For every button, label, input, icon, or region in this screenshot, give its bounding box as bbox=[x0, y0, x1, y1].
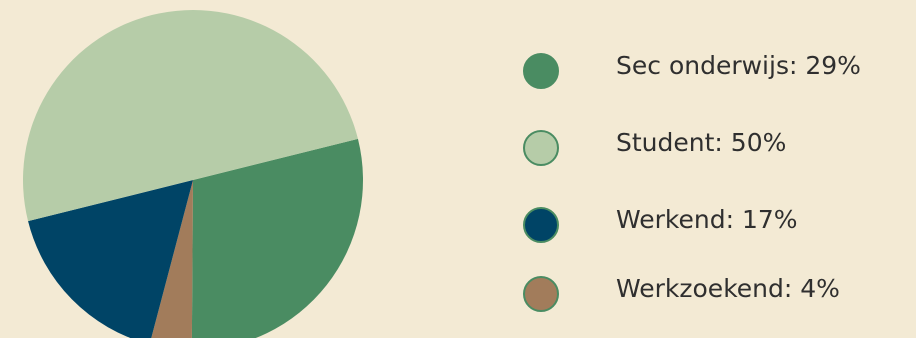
legend-label-werkend: Werkend: 17% bbox=[616, 205, 798, 234]
legend-swatch-sec-onderwijs bbox=[523, 53, 559, 89]
legend-swatch-werkzoekend bbox=[523, 276, 559, 312]
pie-chart bbox=[22, 9, 363, 338]
pie-slice-student bbox=[22, 9, 358, 222]
legend-swatch-student bbox=[523, 130, 559, 166]
legend-label-sec-onderwijs: Sec onderwijs: 29% bbox=[616, 51, 861, 80]
legend-label-student: Student: 50% bbox=[616, 128, 787, 157]
pie-slice-sec-onderwijs bbox=[191, 138, 363, 338]
legend-swatch-werkend bbox=[523, 207, 559, 243]
pie-slice-werkend bbox=[28, 180, 193, 338]
legend-label-werkzoekend: Werkzoekend: 4% bbox=[616, 274, 840, 303]
pie-slice-werkzoekend bbox=[151, 180, 193, 338]
